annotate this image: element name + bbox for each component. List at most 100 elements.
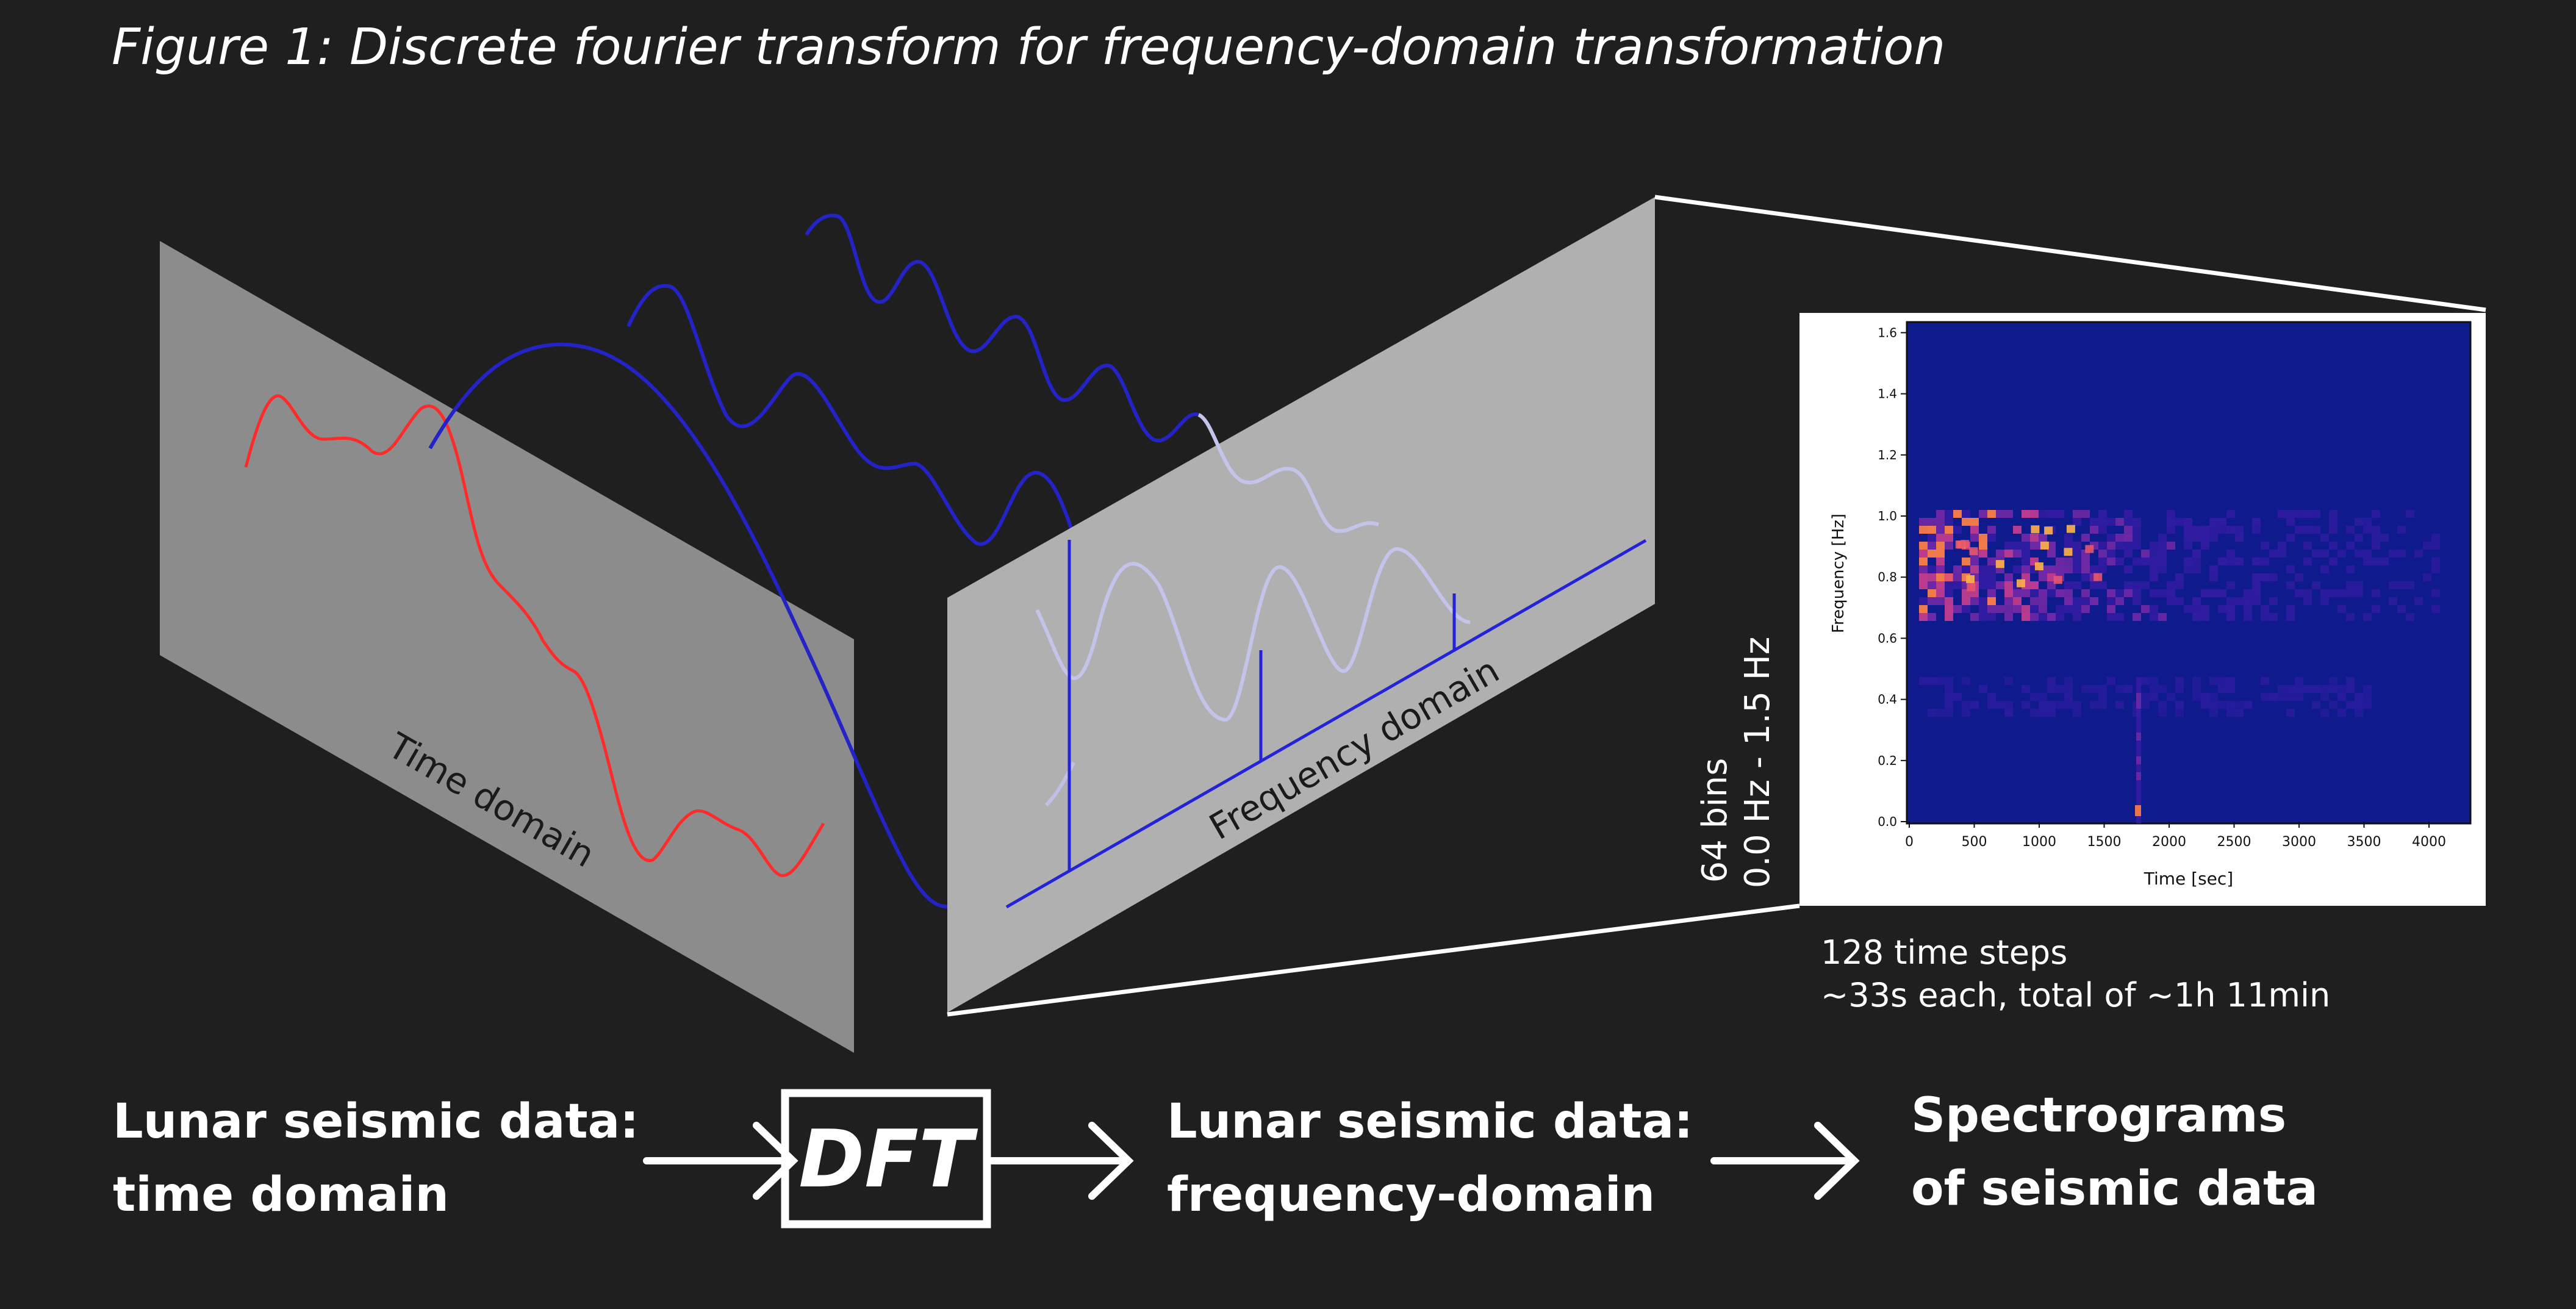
spectrogram-x-tick-label: 0 <box>1905 834 1914 850</box>
spectrogram-cell <box>2047 565 2056 573</box>
spectrogram-cell <box>2022 534 2030 542</box>
step2-line1: Lunar seismic data: <box>1167 1094 1693 1149</box>
spectrogram-cell <box>2269 693 2278 701</box>
spectrogram-cell <box>2244 701 2252 709</box>
spectrogram-cell <box>2039 701 2047 709</box>
spectrogram-cell <box>2013 565 2022 573</box>
spectrogram-cell <box>2022 613 2030 621</box>
spectrogram-cell <box>1936 581 1945 589</box>
spectrogram-cell <box>1979 510 1987 518</box>
spectrogram-cell <box>2397 581 2406 589</box>
spectrogram-cell <box>1936 709 1945 717</box>
spectrogram-cell <box>2406 613 2414 621</box>
spectrogram-x-tick-label: 4000 <box>2412 834 2446 850</box>
spectrogram-cell <box>2346 526 2355 534</box>
spectrogram-cell <box>2158 701 2167 709</box>
spectrogram-cell <box>2192 565 2201 573</box>
spectrogram-cell <box>2226 613 2235 621</box>
component-wave-3 <box>805 213 1200 443</box>
spectrogram-cell <box>2044 526 2053 535</box>
spectrogram-cell <box>2209 677 2218 685</box>
spectrogram-cell <box>2261 693 2269 701</box>
spectrogram-cell <box>2047 709 2056 717</box>
spectrogram-cell <box>2175 685 2184 693</box>
spectrogram-cell <box>2047 677 2056 685</box>
spectrogram-cell <box>2209 709 2218 717</box>
spectrogram-cell <box>2115 558 2124 565</box>
spectrogram-cell <box>2047 573 2056 581</box>
spectrogram-cell <box>2013 605 2022 613</box>
spectrogram-cell <box>2013 542 2022 550</box>
spectrogram-cell <box>1928 573 1936 581</box>
spectrogram-cell <box>2107 605 2115 613</box>
spectrogram-cell <box>1945 677 1953 685</box>
spectrogram-cell <box>1919 526 1928 534</box>
spectrogram-cell <box>2141 677 2150 685</box>
spectrogram-cell <box>2124 589 2133 597</box>
spectrogram-cell <box>2081 534 2090 542</box>
spectrogram-cell <box>2047 701 2056 709</box>
spectrogram-cell <box>1962 565 1970 573</box>
spectrogram-cell <box>1962 510 1970 518</box>
spectrogram-cell <box>2244 589 2252 597</box>
spectrogram-cell <box>2218 605 2226 613</box>
spectrogram-y-tick-label: 1.6 <box>1878 325 1897 340</box>
spectrogram-cell <box>1987 693 1996 701</box>
spectrogram-cell <box>2269 597 2278 605</box>
spectrogram-cell <box>2004 701 2013 709</box>
spectrogram-cell <box>1979 605 1987 613</box>
spectrogram-cell <box>1936 518 1945 526</box>
spectrogram-cell <box>2337 605 2346 613</box>
spectrogram-cell <box>2056 565 2064 573</box>
spectrogram-cell <box>2039 597 2047 605</box>
spectrogram-cell <box>2004 542 2013 550</box>
spectrogram-cell <box>2252 526 2261 534</box>
spectrogram-cell <box>2320 709 2329 717</box>
spectrogram-x-tick-label: 1000 <box>2022 834 2056 850</box>
spectrogram-cell <box>1945 597 1953 605</box>
spectrogram-cell <box>2034 562 2043 570</box>
spectrogram-cell <box>2064 558 2073 565</box>
spectrogram-cell <box>2022 685 2030 693</box>
spectrogram-cell <box>2329 701 2337 709</box>
spectrogram-cell <box>2013 550 2022 558</box>
spectrogram-cell <box>2158 558 2167 565</box>
spectrogram-cell <box>1945 693 1953 701</box>
spectrogram-cell <box>1919 573 1928 581</box>
spectrogram-cell <box>2372 510 2380 518</box>
spectrogram-cell <box>2431 565 2440 573</box>
spectrogram-cell <box>2303 542 2312 550</box>
spectrogram-cell <box>2073 597 2081 605</box>
spectrogram-cell <box>1945 701 1953 709</box>
spectrogram-cell <box>2030 581 2039 589</box>
spectrogram-cell <box>1987 589 1996 597</box>
spectrogram-cell <box>2261 613 2269 621</box>
spectrogram-cell <box>2278 693 2286 701</box>
spectrogram-cell <box>2056 558 2064 565</box>
spectrogram-cell <box>2047 589 2056 597</box>
spectrogram-cell <box>2115 518 2124 526</box>
spectrogram-cell <box>2346 565 2355 573</box>
spectrogram-cell <box>1945 534 1953 542</box>
spectrogram-cell <box>2158 542 2167 550</box>
spectrogram-cell <box>1945 542 1953 550</box>
spectrogram-cell <box>2047 685 2056 693</box>
spectrogram-cell <box>1979 573 1987 581</box>
spectrogram-cell <box>2218 685 2226 693</box>
spectrogram-cell <box>2136 709 2141 717</box>
spectrogram-cell <box>2093 573 2103 581</box>
spectrogram-cell <box>2150 685 2158 693</box>
spectrogram-cell <box>2175 677 2184 685</box>
spectrogram-cell <box>2244 605 2252 613</box>
spectrogram-cell <box>2056 589 2064 597</box>
spectrogram-cell <box>2056 701 2064 709</box>
spectrogram-cell <box>2141 701 2150 709</box>
spectrogram-cell <box>1962 518 1970 526</box>
spectrogram-cell <box>1987 558 1996 565</box>
spectrogram-cell <box>2235 701 2244 709</box>
spectrogram-cell <box>2295 677 2303 685</box>
spectrogram-cell <box>2209 518 2218 526</box>
spectrogram-cell <box>2269 573 2278 581</box>
spectrogram-cell <box>1928 597 1936 605</box>
spectrogram-cell <box>2090 701 2098 709</box>
